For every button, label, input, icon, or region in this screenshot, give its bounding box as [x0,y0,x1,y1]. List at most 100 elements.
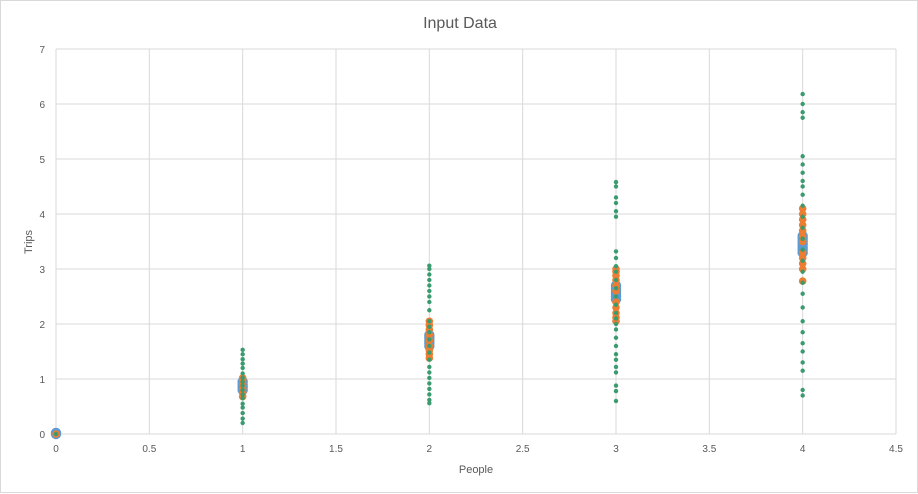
data-point-series-3 [427,283,432,288]
data-point-series-3 [613,335,619,340]
x-axis-label: People [459,464,493,476]
y-tick-label: 7 [39,45,45,56]
data-point-series-3 [427,266,432,272]
x-tick-label: 1 [240,444,246,455]
data-point-series-3 [800,393,805,398]
data-point-series-3 [613,370,619,375]
data-point-series-3 [427,330,432,335]
data-point-series-3 [613,398,619,404]
data-point-series-3 [427,357,432,362]
data-point-series-3 [613,209,619,214]
y-tick-label: 5 [39,155,45,166]
data-point-series-3 [613,388,619,394]
data-point-series-3 [613,364,619,370]
data-point-series-3 [613,310,619,316]
data-point-series-3 [240,347,245,353]
data-point-series-3 [427,386,432,392]
gridlines [55,48,897,435]
data-point-series-3 [613,195,619,200]
data-point-series-3 [613,343,619,349]
data-point-series-3 [800,162,805,167]
y-tick-label: 3 [39,265,45,276]
data-point-series-3 [800,214,805,219]
x-tick-label: 3.5 [702,444,716,455]
data-point-series-3 [800,319,805,324]
x-tick-label: 0 [53,444,59,455]
y-axis-label: Trips [23,229,35,254]
data-point-series-3 [613,327,619,332]
data-point-series-3 [427,299,432,305]
data-point-series-3 [613,302,619,307]
data-point-series-3 [240,375,245,381]
data-point-series-3 [240,365,245,371]
data-point-series-3 [427,343,432,349]
data-point-series-3 [427,263,432,268]
y-tick-label: 4 [39,210,45,221]
data-point-series-3 [613,294,619,299]
data-point-series-3 [427,319,432,324]
data-point-series-3 [800,341,805,346]
data-point-series-3 [240,401,245,406]
data-point-series-3 [427,370,432,375]
data-point-series-3 [800,269,805,274]
data-point-series-3 [800,101,805,107]
data-point-series-3 [800,291,805,296]
data-point-series-3 [800,154,805,159]
data-point-series-3 [240,379,245,384]
data-point-series-3 [240,357,245,362]
data-point-series-3 [613,352,619,357]
data-point-series-3 [613,255,619,261]
y-tick-label: 1 [39,375,45,386]
data-point-series-3 [613,200,619,206]
data-point-series-3 [427,397,432,403]
data-point-series-3 [53,431,59,437]
data-point-series-3 [427,337,432,342]
data-point-series-3 [800,225,805,230]
data-point-series-3 [613,321,619,327]
data-point-series-3 [427,308,432,313]
data-point-series-3 [240,396,245,401]
data-point-series-3 [613,184,619,189]
data-point-series-3 [613,316,619,321]
data-point-series-3 [800,258,805,263]
data-point-series-3 [427,272,432,277]
data-point-series-3 [427,381,432,386]
data-point-series-3 [427,294,432,299]
data-point-series-3 [800,110,805,115]
data-point-series-3 [240,352,245,357]
data-point-series-3 [613,286,619,291]
data-point-series-3 [240,416,245,421]
data-point-series-3 [800,236,805,241]
y-tick-label: 6 [39,100,45,111]
data-point-series-3 [800,280,805,285]
data-point-series-3 [240,420,245,426]
x-tick-label: 4 [800,444,806,455]
data-point-series-3 [800,91,805,97]
data-point-series-3 [240,410,245,416]
data-point-series-3 [800,192,805,197]
data-point-series-3 [427,324,432,329]
data-point-series-3 [427,401,432,406]
x-tick-label: 4.5 [889,444,903,455]
x-axis-ticks: 0 0.5 1 1.5 2 2.5 3 3.5 4 4.5 [53,444,903,455]
y-axis-ticks: 0 1 2 3 4 5 6 7 [39,45,45,441]
data-point-series-3 [800,170,805,175]
data-point-series-3 [240,387,245,393]
data-point-series-3 [427,392,432,397]
x-tick-label: 0.5 [142,444,156,455]
data-points [50,91,808,440]
data-point-series-3 [800,305,805,310]
data-point-series-3 [800,330,805,335]
data-point-series-3 [800,368,805,373]
data-point-series-3 [613,383,619,388]
data-point-series-3 [613,249,619,254]
data-point-series-3 [800,387,805,393]
data-point-series-3 [613,277,619,283]
x-tick-label: 2 [427,444,433,455]
data-point-series-3 [240,392,245,397]
data-point-series-3 [427,288,432,294]
data-point-series-3 [240,361,245,366]
data-point-series-3 [427,350,432,355]
